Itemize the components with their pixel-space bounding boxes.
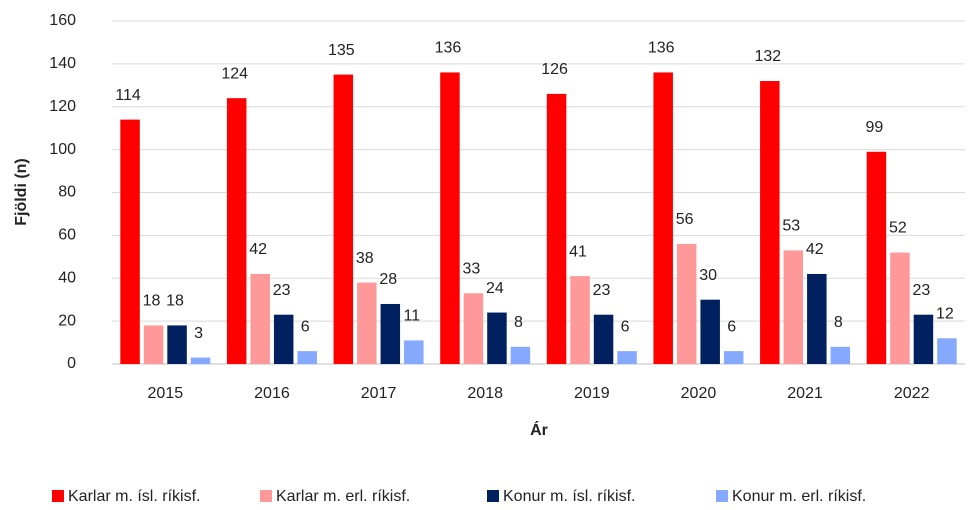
data-label: 6: [727, 318, 736, 335]
data-label: 24: [486, 280, 504, 297]
y-tick-label: 0: [67, 355, 76, 372]
legend-swatch: [487, 490, 499, 502]
bar: [830, 346, 851, 364]
bar: [440, 72, 460, 364]
y-tick-label: 140: [49, 55, 76, 72]
y-tick-label: 100: [49, 141, 76, 158]
bar: [487, 312, 507, 364]
data-label: 3: [194, 325, 203, 342]
bar: [807, 273, 827, 364]
bar: [333, 74, 354, 364]
legend-label: Konur m. ísl. ríkisf.: [503, 488, 635, 505]
bar: [120, 119, 140, 364]
data-label: 41: [569, 243, 587, 260]
y-tick-label: 60: [58, 227, 76, 244]
y-tick-label: 20: [58, 312, 76, 329]
bar: [866, 151, 887, 364]
x-tick-label: 2018: [467, 385, 503, 402]
y-tick-label: 160: [49, 12, 76, 29]
legend-label: Konur m. erl. ríkisf.: [732, 488, 866, 505]
x-tick-label: 2016: [254, 385, 290, 402]
data-label: 38: [356, 250, 374, 267]
y-axis-label: Fjöldi (n): [13, 158, 30, 226]
bar: [653, 72, 673, 364]
bar: [357, 282, 377, 364]
x-tick-label: 2020: [681, 385, 717, 402]
data-label: 28: [379, 271, 397, 288]
data-label: 126: [541, 61, 568, 78]
bar: [297, 351, 317, 364]
bar: [783, 250, 804, 364]
data-label: 124: [221, 65, 248, 82]
bar: [404, 340, 424, 364]
bar: [700, 299, 720, 364]
x-axis-label: Ár: [530, 420, 548, 439]
bar: [190, 357, 211, 364]
data-label: 6: [301, 318, 310, 335]
bar: [546, 93, 567, 364]
data-label: 23: [913, 282, 931, 299]
data-label: 52: [889, 220, 907, 237]
data-label: 23: [273, 282, 291, 299]
x-tick-label: 2015: [148, 385, 184, 402]
data-label: 135: [328, 42, 355, 59]
legend-swatch: [260, 490, 272, 502]
legend-label: Karlar m. erl. ríkisf.: [276, 488, 410, 505]
bar: [167, 325, 187, 364]
bar: [250, 273, 270, 364]
bar: [890, 252, 910, 364]
data-label: 8: [834, 314, 843, 331]
bar: [913, 314, 934, 364]
data-label: 136: [435, 40, 462, 57]
data-label: 6: [621, 318, 630, 335]
data-label: 42: [806, 241, 824, 258]
data-label: 18: [143, 293, 161, 310]
x-tick-label: 2019: [574, 385, 610, 402]
data-label: 33: [463, 260, 481, 277]
bar: [593, 314, 614, 364]
y-tick-label: 40: [58, 269, 76, 286]
bar: [143, 325, 164, 364]
bar: [570, 276, 590, 364]
data-label: 56: [676, 211, 694, 228]
data-label: 8: [514, 314, 523, 331]
data-label: 11: [404, 308, 421, 325]
data-label: 136: [648, 40, 675, 57]
bar: [676, 243, 697, 364]
bar: [937, 338, 957, 364]
bar: [723, 351, 744, 364]
data-label: 42: [249, 241, 267, 258]
bar: [510, 346, 531, 364]
y-tick-label: 120: [49, 98, 76, 115]
data-label: 30: [699, 267, 717, 284]
data-label: 12: [936, 305, 954, 322]
bar: [617, 351, 637, 364]
data-label: 23: [593, 282, 611, 299]
data-label: 132: [754, 48, 781, 65]
data-label: 99: [866, 119, 884, 136]
legend-swatch: [52, 490, 64, 502]
legend-swatch: [716, 490, 728, 502]
legend-label: Karlar m. ísl. ríkisf.: [68, 488, 200, 505]
data-label: 18: [166, 293, 184, 310]
bar: [380, 303, 401, 364]
data-label: 114: [115, 87, 141, 104]
x-tick-label: 2021: [787, 385, 823, 402]
bar: [273, 314, 294, 364]
y-tick-label: 80: [58, 184, 76, 201]
bar: [463, 293, 484, 364]
bar: [226, 98, 247, 365]
x-tick-label: 2022: [894, 385, 930, 402]
x-tick-label: 2017: [361, 385, 397, 402]
bar: [760, 81, 780, 365]
data-label: 53: [782, 218, 800, 235]
